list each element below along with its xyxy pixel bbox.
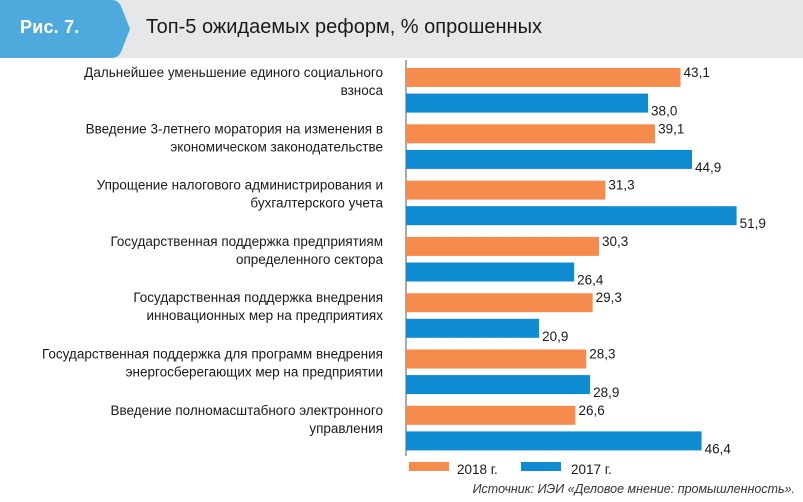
header-bar <box>0 0 803 58</box>
value-label: 44,9 <box>695 160 721 175</box>
category-label: Государственная поддержка внедрения <box>133 290 383 305</box>
bar-2018 <box>406 180 606 200</box>
bar-2018 <box>406 68 681 87</box>
value-label: 30,3 <box>602 234 628 249</box>
category-label: определенного сектора <box>236 252 384 267</box>
value-label: 31,3 <box>608 178 634 193</box>
category-label: Государственная поддержка предприятиям <box>111 234 383 249</box>
value-label: 51,9 <box>740 216 766 231</box>
category-label: инновационных мер на предприятиях <box>146 308 383 323</box>
bar-2017 <box>406 93 649 113</box>
bar-2017 <box>406 149 693 169</box>
value-label: 20,9 <box>542 329 568 344</box>
legend-swatch-2017 <box>521 462 561 471</box>
bar-2017 <box>406 375 591 395</box>
legend-label-2017: 2017 г. <box>571 462 612 477</box>
value-label: 46,4 <box>705 441 732 456</box>
category-label: взноса <box>341 83 384 98</box>
bar-2018 <box>406 124 656 144</box>
bar-2017 <box>406 262 575 282</box>
figure-badge: Рис. 7. <box>0 0 132 58</box>
value-label: 26,6 <box>578 403 604 418</box>
value-label: 26,4 <box>577 273 604 288</box>
bar-2017 <box>406 431 702 451</box>
bar-2017 <box>406 206 737 226</box>
legend-label-2018: 2018 г. <box>457 462 498 477</box>
chart-title: Топ-5 ожидаемых реформ, % опрошенных <box>146 16 542 38</box>
source-note: Источник: ИЭИ «Деловое мнение: промышлен… <box>472 482 795 496</box>
category-label: Введение 3-летнего моратория на изменени… <box>86 121 383 136</box>
value-label: 39,1 <box>658 121 684 136</box>
value-label: 28,9 <box>593 385 619 400</box>
figure-label: Рис. 7. <box>20 17 80 37</box>
value-label: 38,0 <box>651 104 677 119</box>
category-label: экономическом законодательстве <box>170 139 383 154</box>
category-label: Дальнейшее уменьшение единого социальног… <box>84 65 383 80</box>
category-label: Государственная поддержка для программ в… <box>42 347 383 362</box>
bar-2018 <box>406 405 576 425</box>
bar-chart: Дальнейшее уменьшение единого социальног… <box>42 60 766 477</box>
bar-2018 <box>406 236 600 256</box>
category-label: энергосберегающих мер на предприятии <box>126 365 383 380</box>
legend-swatch-2018 <box>409 462 449 471</box>
category-label: управления <box>309 421 383 436</box>
bar-2018 <box>406 349 587 369</box>
bar-2018 <box>406 293 593 313</box>
value-label: 28,3 <box>589 347 615 362</box>
category-label: Введение полномасштабного электронного <box>110 403 383 418</box>
bar-2017 <box>406 318 540 338</box>
value-label: 43,1 <box>684 65 710 80</box>
value-label: 29,3 <box>596 290 622 305</box>
category-label: Упрощение налогового администрирования и <box>97 178 383 193</box>
category-label: бухгалтерского учета <box>250 196 383 211</box>
